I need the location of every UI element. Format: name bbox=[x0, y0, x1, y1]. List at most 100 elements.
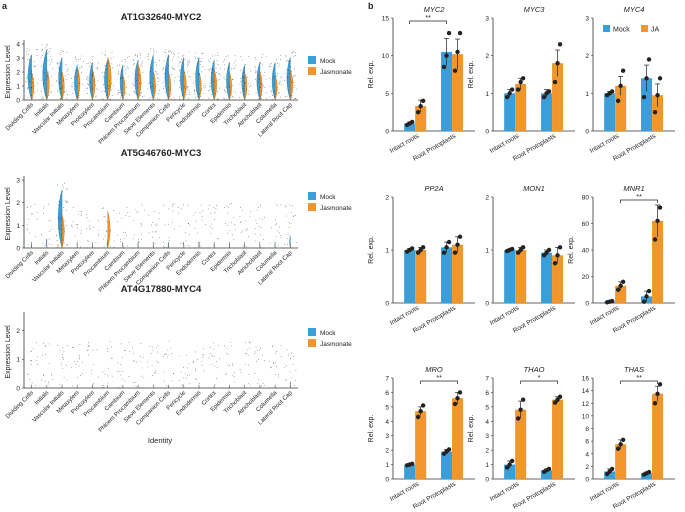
y-tick-label: 80 bbox=[582, 195, 590, 202]
data-point bbox=[555, 253, 560, 258]
y-tick-label: 1 bbox=[485, 91, 489, 98]
x-tick-label: Intact roots bbox=[389, 304, 421, 327]
bar-mock bbox=[441, 247, 453, 303]
jitter-points bbox=[57, 345, 69, 385]
violin-ja bbox=[61, 72, 65, 101]
violin-ja bbox=[275, 74, 278, 101]
y-axis-label: Rel. exp. bbox=[368, 415, 375, 443]
bar-legend: Mock JA bbox=[603, 25, 660, 34]
bar-mock bbox=[504, 93, 516, 131]
y-tick-label: 3 bbox=[485, 433, 489, 440]
data-point bbox=[646, 57, 652, 62]
jitter-points bbox=[148, 211, 160, 245]
data-point bbox=[615, 98, 621, 104]
violin-title: AT5G46760-MYC3 bbox=[121, 148, 202, 159]
y-tick-label: 0 bbox=[16, 98, 20, 105]
data-point bbox=[557, 42, 563, 47]
violin-mock bbox=[164, 54, 169, 101]
data-point bbox=[646, 288, 652, 294]
data-point bbox=[546, 89, 552, 94]
significance-stars: * bbox=[538, 375, 541, 382]
y-tick-label: 3 bbox=[16, 178, 20, 185]
data-point bbox=[641, 299, 647, 304]
y-tick-label: 0 bbox=[585, 301, 589, 308]
bar-ja bbox=[452, 398, 464, 479]
violin-mock bbox=[119, 64, 124, 101]
y-axis-label: Expression Level bbox=[5, 187, 12, 241]
violin-ja bbox=[46, 69, 50, 101]
y-tick-label: 4 bbox=[485, 419, 489, 426]
violin-mock bbox=[226, 62, 230, 101]
violin-title: AT4G17880-MYC4 bbox=[121, 284, 202, 295]
jitter-points bbox=[239, 341, 252, 386]
y-tick-label: 2 bbox=[385, 195, 389, 202]
jitter-points bbox=[102, 207, 115, 248]
data-point bbox=[446, 447, 452, 452]
significance-bracket bbox=[620, 199, 658, 203]
y-tick-label: 6 bbox=[485, 390, 489, 397]
jitter-points bbox=[193, 204, 206, 249]
data-point bbox=[415, 109, 421, 115]
bar-ja bbox=[452, 244, 464, 303]
significance-stars: ** bbox=[636, 194, 642, 201]
data-point bbox=[441, 64, 447, 70]
bar-mock bbox=[441, 51, 453, 131]
data-point bbox=[446, 30, 452, 36]
bar-ja bbox=[515, 83, 527, 131]
significance-bracket bbox=[409, 20, 447, 24]
jitter-points bbox=[284, 51, 298, 99]
violin-ja bbox=[244, 72, 248, 101]
y-tick-label: 3 bbox=[585, 16, 589, 23]
y-tick-label: 14 bbox=[582, 388, 590, 395]
bar-mock bbox=[641, 78, 653, 131]
significance-stars: ** bbox=[436, 375, 442, 382]
y-tick-label: 1 bbox=[485, 248, 489, 255]
panel-label-a: a bbox=[2, 1, 8, 11]
data-point bbox=[515, 87, 521, 92]
legend-label-ja: Jasmonate bbox=[320, 69, 352, 76]
data-point bbox=[457, 390, 463, 395]
data-point bbox=[652, 109, 658, 115]
legend-swatch-ja bbox=[308, 67, 316, 75]
violin-mock bbox=[58, 57, 63, 101]
data-point bbox=[507, 462, 512, 467]
bar-mock bbox=[404, 123, 416, 131]
data-point bbox=[457, 30, 463, 36]
data-point bbox=[455, 242, 460, 247]
y-tick-label: 3 bbox=[16, 56, 20, 63]
jitter-points bbox=[208, 52, 221, 100]
bar-ja bbox=[452, 54, 464, 131]
violin-ja bbox=[61, 214, 65, 249]
data-point bbox=[415, 414, 421, 420]
legend-label-ja: JA bbox=[651, 27, 660, 34]
violin-mock bbox=[42, 49, 47, 101]
legend-label-ja: Jasmonate bbox=[320, 205, 352, 212]
y-tick-label: 60 bbox=[582, 221, 590, 228]
y-axis-label: Rel. exp. bbox=[368, 61, 375, 89]
x-tick-label: Intact roots bbox=[489, 132, 521, 155]
data-point bbox=[652, 237, 658, 242]
data-point bbox=[620, 68, 626, 73]
bar-ja bbox=[652, 393, 664, 479]
bar-ja bbox=[515, 250, 527, 303]
y-tick-label: 2 bbox=[385, 448, 389, 455]
bar-ja bbox=[615, 444, 627, 479]
data-point bbox=[618, 442, 623, 447]
violin-mock bbox=[104, 59, 108, 101]
y-tick-label: 20 bbox=[582, 274, 590, 281]
legend-swatch-ja bbox=[308, 203, 316, 211]
y-tick-label: 7 bbox=[385, 376, 389, 383]
data-point bbox=[655, 218, 660, 224]
x-tick-label: Dividing Cells bbox=[5, 390, 35, 420]
bar-ja bbox=[652, 220, 664, 303]
data-point bbox=[615, 287, 621, 292]
data-point bbox=[546, 466, 552, 472]
legend-swatch-mock bbox=[308, 192, 316, 200]
legend-label-mock: Mock bbox=[613, 27, 630, 34]
y-tick-label: 2 bbox=[16, 328, 20, 335]
jitter-points bbox=[177, 51, 191, 100]
y-tick-label: 1 bbox=[585, 91, 589, 98]
y-tick-label: 2 bbox=[485, 195, 489, 202]
